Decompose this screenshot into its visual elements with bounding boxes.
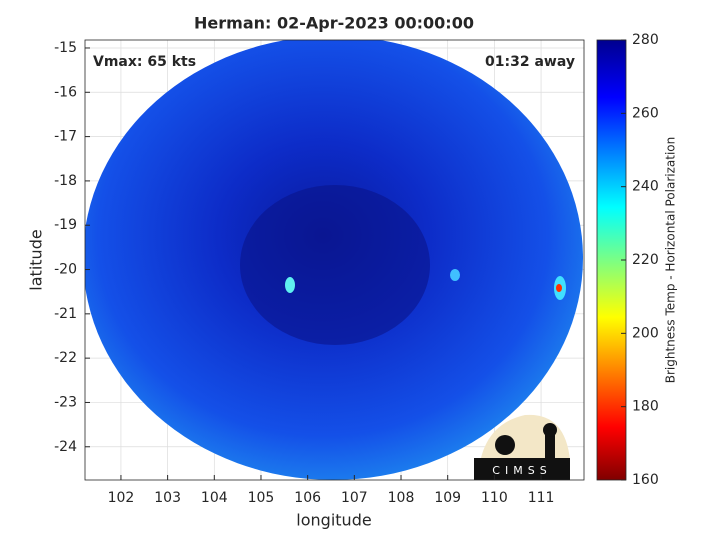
chart-title: Herman: 02-Apr-2023 00:00:00 <box>194 14 474 33</box>
x-tick-label: 107 <box>341 490 368 506</box>
x-tick-label: 109 <box>434 490 461 506</box>
y-axis-label: latitude <box>27 229 46 290</box>
x-tick-label: 103 <box>154 490 181 506</box>
x-axis-label: longitude <box>296 511 371 530</box>
y-tick-label: -16 <box>54 84 77 100</box>
x-tick-label: 108 <box>388 490 415 506</box>
annotation: Vmax: 65 kts <box>93 54 196 70</box>
colorbar-tick-label: 160 <box>632 472 659 488</box>
x-tick-label: 111 <box>528 490 555 506</box>
y-tick-label: -17 <box>54 129 77 145</box>
x-tick-label: 104 <box>201 490 228 506</box>
colorbar-label: Brightness Temp - Horizontal Polarizatio… <box>664 137 678 384</box>
colorbar-tick-label: 200 <box>632 325 659 341</box>
x-tick-label: 102 <box>108 490 135 506</box>
colorbar-tick-label: 240 <box>632 179 659 195</box>
x-tick-label: 106 <box>294 490 321 506</box>
x-tick-label: 105 <box>248 490 275 506</box>
colorbar-tick-label: 180 <box>632 399 659 415</box>
y-tick-label: -22 <box>54 350 77 366</box>
satellite-image: CIMSS <box>85 40 583 480</box>
y-tick-label: -20 <box>54 262 77 278</box>
y-tick-label: -21 <box>54 306 77 322</box>
colorbar-tick-label: 280 <box>632 32 659 48</box>
logo-text: CIMSS <box>492 464 551 477</box>
plot-frame <box>84 39 585 481</box>
y-tick-label: -24 <box>54 439 77 455</box>
y-tick-label: -19 <box>54 217 77 233</box>
x-tick-label: 110 <box>481 490 508 506</box>
colorbar-tick-label: 220 <box>632 252 659 268</box>
y-tick-label: -15 <box>54 40 77 56</box>
y-tick-label: -18 <box>54 173 77 189</box>
colorbar-tick-label: 260 <box>632 105 659 121</box>
annotation: 01:32 away <box>485 54 575 70</box>
y-tick-label: -23 <box>54 394 77 410</box>
cimss-logo: CIMSS <box>474 414 570 480</box>
